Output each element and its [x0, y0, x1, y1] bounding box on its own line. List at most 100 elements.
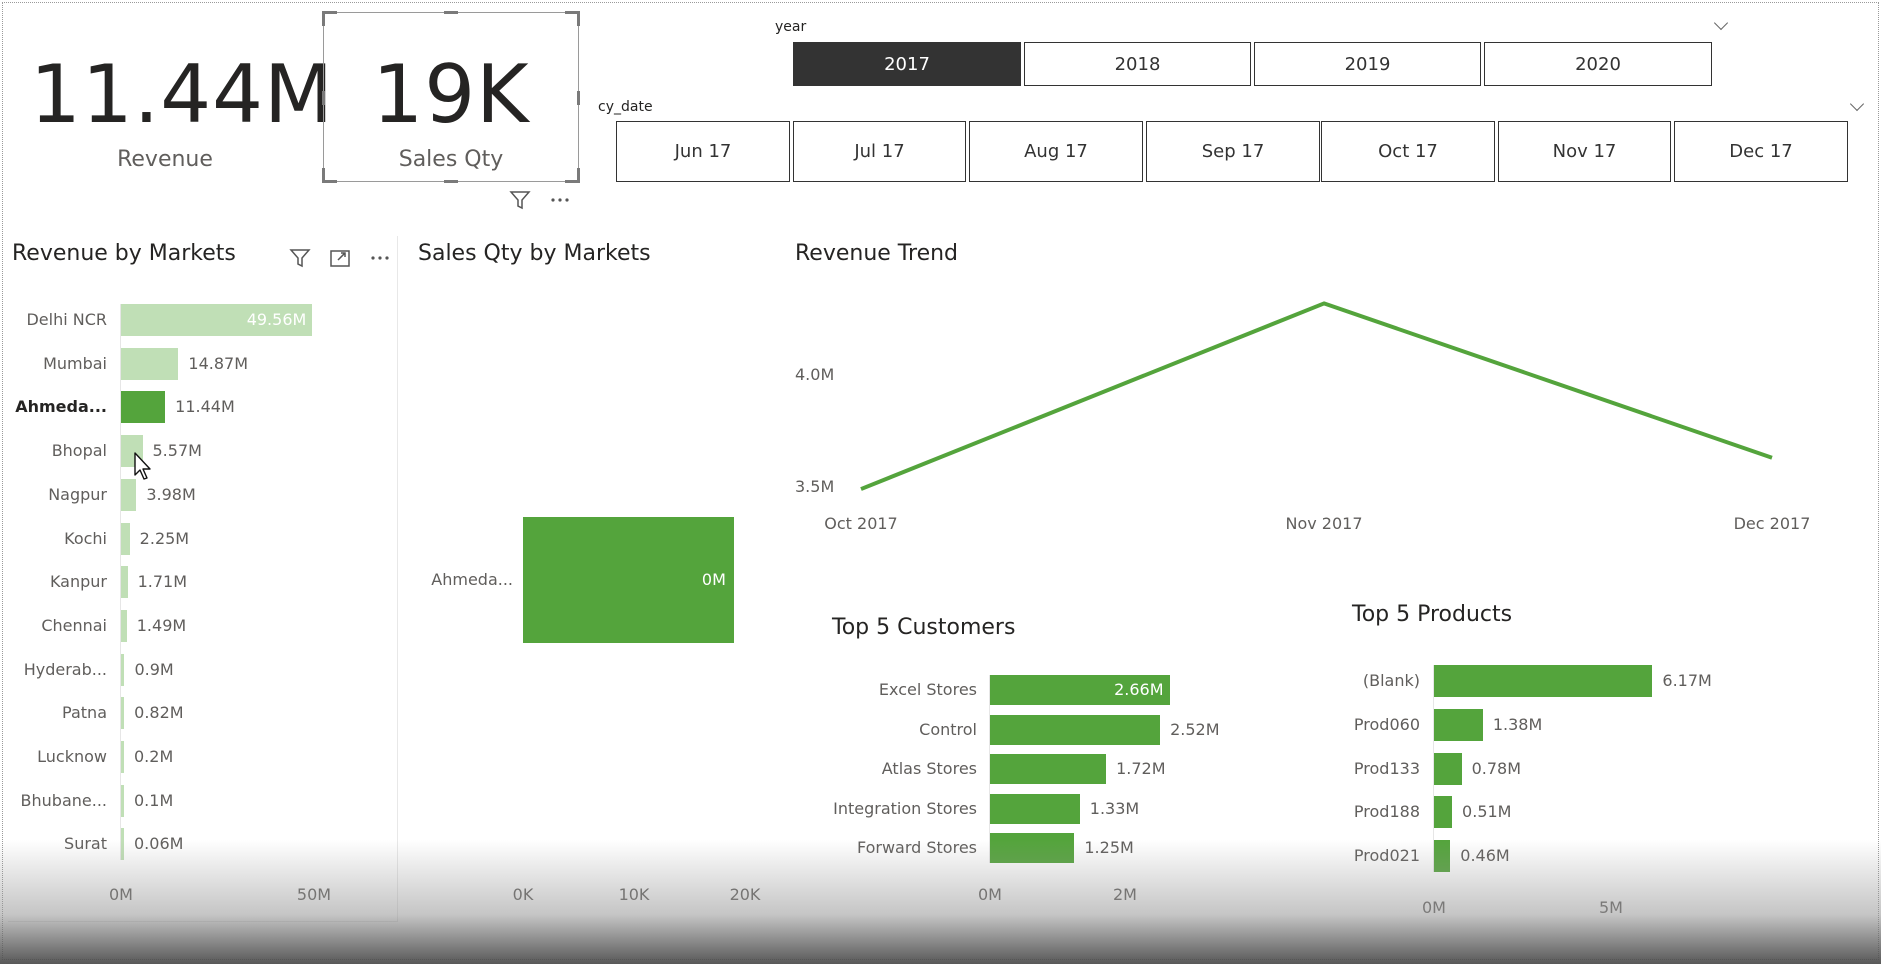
data-label: 1.49M — [136, 615, 187, 635]
bar — [1434, 665, 1653, 697]
filter-icon[interactable] — [508, 188, 532, 212]
x-tick-label: Oct 2017 — [824, 514, 898, 533]
bar — [121, 741, 124, 773]
focus-mode-icon[interactable] — [328, 246, 352, 270]
x-tick-label: 20K — [729, 885, 761, 904]
category-label: Delhi NCR — [26, 310, 107, 329]
category-label: (Blank) — [1362, 671, 1420, 690]
date-option-nov17[interactable]: Nov 17 — [1498, 121, 1671, 182]
data-label: 0M — [701, 570, 726, 589]
data-label: 2.52M — [1170, 719, 1220, 739]
category-label: Control — [919, 719, 977, 739]
bar — [1434, 840, 1451, 873]
mouse-cursor-icon — [134, 452, 151, 480]
date-option-oct17[interactable]: Oct 17 — [1321, 121, 1495, 182]
year-option-2019[interactable]: 2019 — [1254, 42, 1481, 86]
revenue-series-line — [860, 301, 1773, 491]
sales-qty-by-markets-title: Sales Qty by Markets — [418, 241, 651, 266]
data-label: 1.38M — [1492, 714, 1543, 734]
top5-customers-title: Top 5 Customers — [832, 615, 1016, 640]
bar — [121, 784, 124, 817]
x-tick-label: 5M — [1599, 898, 1623, 917]
bar — [990, 754, 1107, 784]
category-label: Prod188 — [1353, 802, 1420, 822]
date-slicer-title: cy_date — [598, 99, 653, 115]
data-label: 0.9M — [134, 659, 174, 679]
date-option-jun17[interactable]: Jun 17 — [616, 121, 790, 182]
revenue-value: 11.44M — [30, 48, 335, 141]
category-label: Integration Stores — [833, 798, 977, 818]
sales-qty-value: 19K — [372, 48, 530, 141]
revenue-label: Revenue — [117, 147, 213, 172]
bar — [121, 566, 128, 599]
date-option-dec17[interactable]: Dec 17 — [1674, 121, 1848, 182]
category-label: Bhopal — [51, 441, 107, 461]
category-label: Ahmeda... — [431, 570, 513, 589]
category-label: Patna — [62, 703, 107, 723]
data-label: 2.66M — [1114, 680, 1164, 699]
data-label: 1.25M — [1084, 838, 1134, 857]
category-label: Surat — [64, 834, 107, 854]
bar — [121, 304, 313, 336]
bar — [121, 347, 179, 380]
more-options-icon[interactable] — [368, 246, 392, 270]
axis-line — [1433, 665, 1434, 873]
bar — [1434, 708, 1483, 741]
revenue-card[interactable]: 11.44M Revenue — [30, 48, 335, 173]
data-label: 3.98M — [146, 484, 196, 504]
date-option-sep17[interactable]: Sep 17 — [1146, 121, 1320, 182]
sales-qty-card[interactable]: 19K Sales Qty — [323, 48, 579, 173]
chevron-down-icon[interactable] — [1713, 15, 1729, 31]
category-label: Kochi — [64, 528, 107, 548]
year-option-2018[interactable]: 2018 — [1024, 42, 1251, 86]
bar — [1434, 796, 1453, 829]
x-tick-label: 0M — [978, 885, 1002, 904]
y-tick-label: 4.0M — [795, 364, 835, 384]
data-label: 0.82M — [134, 703, 184, 723]
filter-icon[interactable] — [288, 246, 312, 270]
bar — [121, 522, 130, 555]
revenue-by-markets-title: Revenue by Markets — [12, 241, 236, 266]
bar — [990, 714, 1161, 745]
category-label: Mumbai — [43, 353, 107, 373]
x-tick-label: 2M — [1113, 885, 1137, 904]
chevron-down-icon[interactable] — [1849, 96, 1865, 112]
data-label: 11.44M — [175, 397, 235, 417]
data-label: 6.17M — [1662, 671, 1712, 690]
data-label: 14.87M — [188, 353, 248, 373]
category-label: Ahmeda... — [15, 397, 107, 417]
category-label: Nagpur — [48, 484, 107, 504]
sales-qty-card-frame[interactable] — [322, 11, 580, 183]
data-label: 1.33M — [1089, 798, 1140, 818]
bar — [990, 793, 1080, 824]
more-options-icon[interactable] — [548, 188, 572, 212]
data-label: 1.71M — [137, 572, 188, 592]
bar — [121, 609, 127, 642]
data-label: 0.51M — [1462, 802, 1512, 822]
axis-line — [989, 675, 990, 863]
bar — [121, 391, 166, 424]
category-label: Bhubane... — [20, 790, 107, 810]
bar — [990, 833, 1075, 863]
category-label: Forward Stores — [856, 838, 977, 857]
x-tick-label: 10K — [618, 885, 650, 904]
x-tick-label: 0M — [1422, 898, 1446, 917]
year-option-2020[interactable]: 2020 — [1484, 42, 1712, 86]
date-option-aug17[interactable]: Aug 17 — [969, 121, 1143, 182]
category-label: Atlas Stores — [881, 759, 977, 778]
date-option-jul17[interactable]: Jul 17 — [793, 121, 966, 182]
bar — [121, 653, 125, 686]
data-label: 0.06M — [134, 834, 184, 854]
data-label: 49.56M — [246, 310, 307, 329]
year-option-2017[interactable]: 2017 — [793, 42, 1021, 86]
x-tick-label: Nov 2017 — [1285, 514, 1363, 533]
x-tick-label: Dec 2017 — [1733, 514, 1811, 533]
category-label: Hyderab... — [23, 659, 107, 679]
category-label: Prod060 — [1353, 714, 1420, 734]
category-label: Lucknow — [37, 747, 107, 766]
year-slicer-title: year — [775, 19, 807, 35]
bar — [990, 675, 1170, 705]
category-label: Chennai — [41, 615, 107, 635]
bar — [523, 517, 734, 643]
data-label: 0.78M — [1471, 758, 1522, 778]
